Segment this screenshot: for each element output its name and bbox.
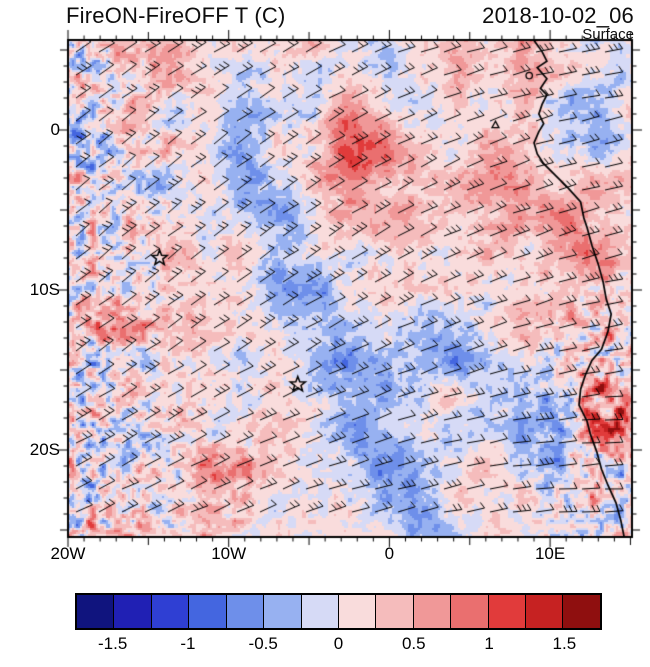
colorbar-cell	[450, 595, 488, 628]
colorbar-cell	[188, 595, 226, 628]
plot-timestamp: 2018-10-02_06	[482, 3, 634, 28]
x-tick-label: 0	[384, 544, 395, 563]
colorbar-cell	[487, 595, 526, 628]
colorbar-cell	[150, 595, 189, 628]
x-tick-label: 10W	[211, 544, 247, 563]
colorbar-tick-label: -1.5	[97, 634, 128, 653]
colorbar-cell	[412, 595, 451, 628]
x-tick-label: 20W	[50, 544, 86, 563]
colorbar-cell	[77, 595, 114, 628]
colorbar-cell	[525, 595, 563, 628]
colorbar	[75, 593, 602, 630]
y-tick-label: 10S	[29, 280, 60, 299]
colorbar-cell	[300, 595, 338, 628]
colorbar-cell	[337, 595, 376, 628]
plot-title: FireON-FireOFF T (C)	[66, 3, 286, 28]
colorbar-cell	[562, 595, 600, 628]
colorbar-cell	[263, 595, 301, 628]
y-tick-label: 20S	[29, 440, 60, 459]
colorbar-tick-label: -0.5	[248, 634, 278, 653]
colorbar-cell	[113, 595, 151, 628]
plot-level-label: Surface	[582, 26, 634, 43]
colorbar-cell	[375, 595, 413, 628]
y-tick-label: 0	[50, 120, 60, 139]
colorbar-cell	[225, 595, 264, 628]
colorbar-tick-label: 0.5	[401, 634, 426, 653]
colorbar-tick-label: 0	[333, 634, 344, 653]
colorbar-tick-label: -1	[180, 634, 196, 653]
colorbar-tick-label: 1	[484, 634, 494, 653]
x-tick-label: 10E	[534, 544, 566, 563]
colorbar-tick-label: 1.5	[552, 634, 577, 653]
